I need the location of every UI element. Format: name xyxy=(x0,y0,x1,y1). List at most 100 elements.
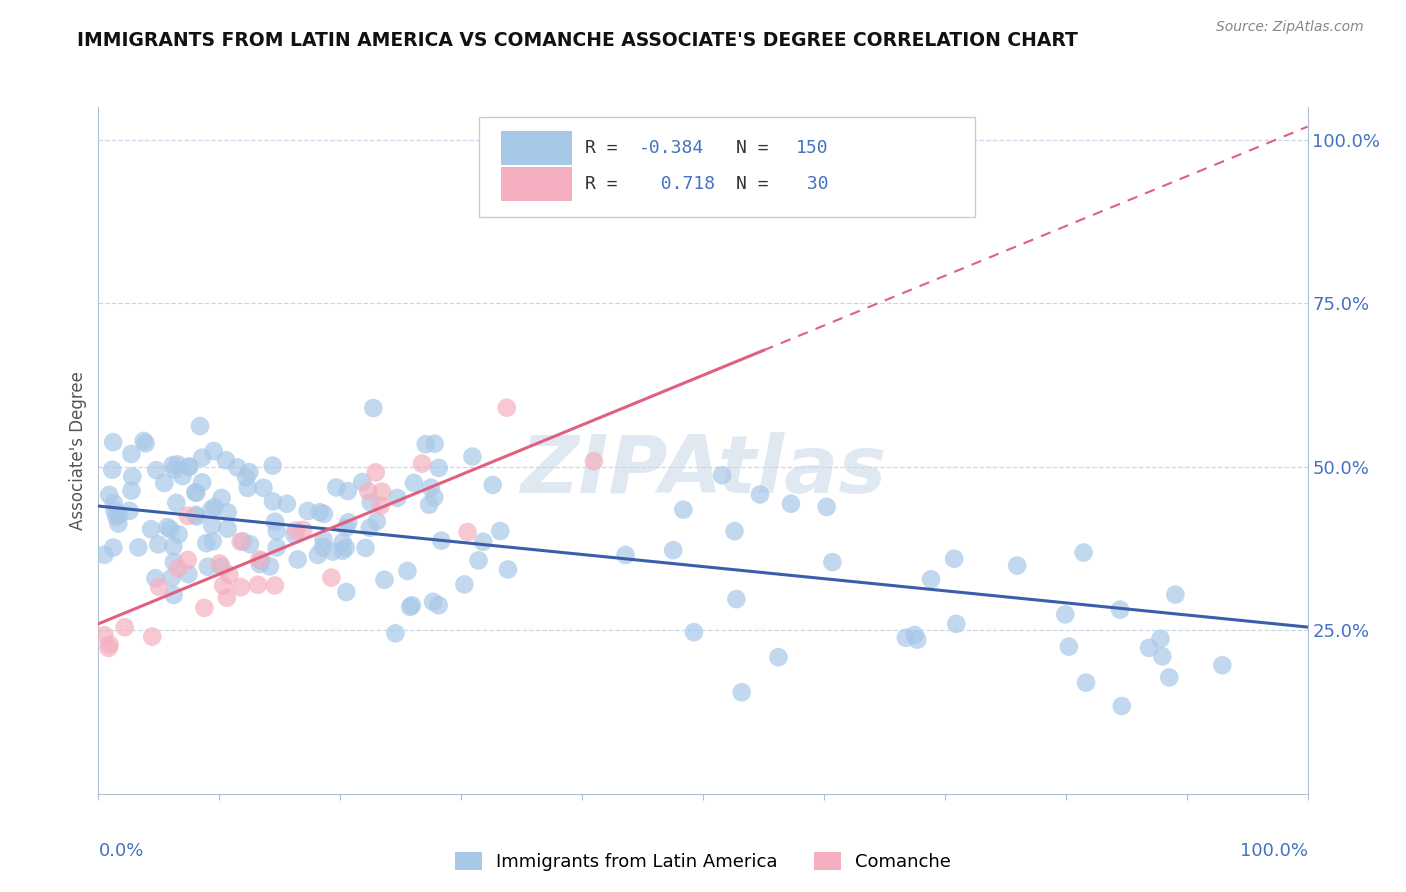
Point xyxy=(332,543,354,558)
Point xyxy=(335,541,357,555)
Point xyxy=(1005,558,1028,573)
Point xyxy=(780,497,803,511)
Text: R =: R = xyxy=(585,138,628,157)
Point xyxy=(167,561,190,575)
Point xyxy=(232,534,254,549)
Legend: Immigrants from Latin America, Comanche: Immigrants from Latin America, Comanche xyxy=(447,845,959,879)
Point xyxy=(141,630,163,644)
Point xyxy=(105,509,128,524)
Point xyxy=(284,524,307,538)
Point xyxy=(387,491,409,505)
Text: -0.384: -0.384 xyxy=(638,138,704,157)
Point xyxy=(312,540,335,554)
Point xyxy=(1149,632,1171,646)
Point xyxy=(371,484,394,499)
Text: 30: 30 xyxy=(796,175,828,193)
Point xyxy=(711,468,734,483)
Point xyxy=(308,505,330,519)
Text: Source: ZipAtlas.com: Source: ZipAtlas.com xyxy=(1216,20,1364,34)
Text: N =: N = xyxy=(735,138,779,157)
Point xyxy=(177,567,200,582)
Point xyxy=(201,534,224,549)
Point xyxy=(276,497,298,511)
Point xyxy=(1054,607,1077,622)
Point xyxy=(453,577,475,591)
Point xyxy=(457,524,479,539)
Point xyxy=(184,485,207,500)
Point xyxy=(1074,675,1097,690)
Point xyxy=(384,626,406,640)
Point xyxy=(307,548,329,562)
Point xyxy=(172,469,194,483)
Text: 150: 150 xyxy=(796,138,828,157)
Point xyxy=(176,508,198,523)
Point xyxy=(582,454,605,468)
Point xyxy=(725,592,748,607)
Point xyxy=(217,505,239,519)
Point xyxy=(768,650,790,665)
Point xyxy=(236,481,259,495)
Point xyxy=(359,521,381,535)
Point xyxy=(427,461,450,475)
Point xyxy=(135,436,157,450)
Point xyxy=(418,498,440,512)
Point xyxy=(1073,545,1095,559)
Point xyxy=(321,571,343,585)
Point xyxy=(1109,603,1132,617)
Point xyxy=(614,548,637,562)
Point xyxy=(145,463,167,477)
Point xyxy=(200,502,222,516)
Point xyxy=(197,559,219,574)
Point xyxy=(266,541,288,555)
Point xyxy=(208,557,231,571)
Point xyxy=(162,458,184,472)
Point xyxy=(163,588,186,602)
Point xyxy=(352,475,374,489)
Point xyxy=(145,571,167,585)
Point xyxy=(366,514,388,528)
Point xyxy=(360,495,382,509)
Point xyxy=(103,541,125,555)
Y-axis label: Associate's Degree: Associate's Degree xyxy=(69,371,87,530)
Point xyxy=(250,554,273,568)
Point xyxy=(163,463,186,477)
Point xyxy=(121,469,143,483)
Point xyxy=(249,557,271,571)
Point xyxy=(139,522,162,536)
Point xyxy=(427,599,450,613)
Point xyxy=(118,504,141,518)
Point xyxy=(821,555,844,569)
Point xyxy=(723,524,745,538)
Point xyxy=(246,578,269,592)
Point xyxy=(218,567,240,582)
Point xyxy=(226,460,249,475)
Point xyxy=(370,499,392,513)
Point xyxy=(127,541,149,555)
Point xyxy=(238,465,260,479)
Point xyxy=(920,572,942,586)
Point xyxy=(1057,640,1080,654)
Point xyxy=(148,580,170,594)
Point xyxy=(894,631,917,645)
Point xyxy=(167,527,190,541)
Point xyxy=(252,481,274,495)
Point xyxy=(335,585,357,599)
Point xyxy=(229,580,252,594)
Point xyxy=(160,571,183,585)
FancyBboxPatch shape xyxy=(479,118,976,217)
Point xyxy=(177,553,200,567)
Point xyxy=(415,437,437,451)
Point xyxy=(1152,649,1174,664)
Point xyxy=(401,599,423,613)
Point xyxy=(1159,670,1181,684)
Point xyxy=(247,552,270,566)
Point xyxy=(156,520,179,534)
Point xyxy=(103,496,125,510)
Point xyxy=(229,534,252,549)
Point xyxy=(163,555,186,569)
Point xyxy=(1137,640,1160,655)
Point xyxy=(165,496,187,510)
Point xyxy=(204,500,226,514)
Point xyxy=(495,401,517,415)
Point xyxy=(292,523,315,537)
